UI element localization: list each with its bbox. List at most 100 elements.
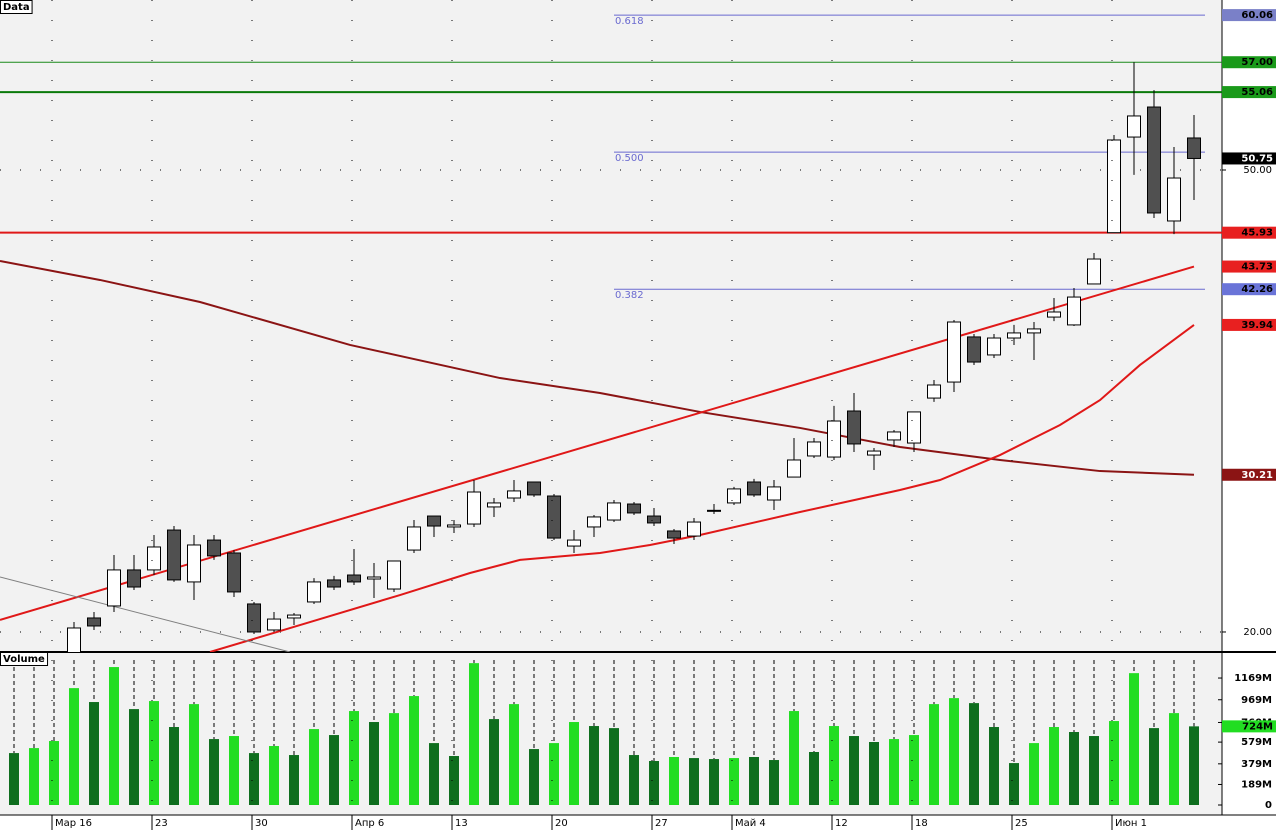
y-tick-label: 50.00 [1243,165,1272,176]
volume-bar [489,719,499,805]
overlay-line [209,324,1195,652]
volume-bar [1069,732,1079,805]
volume-bar [549,743,559,805]
candle-body [847,410,861,445]
price-marker [1222,86,1276,99]
price-marker-label: 57.00 [1241,57,1273,68]
candle-body [487,502,501,508]
volume-bar [429,743,439,805]
price-panel [0,0,1222,652]
volume-bar [1029,743,1039,805]
candle-body [587,516,601,528]
volume-bar [529,749,539,805]
candle-body [1087,258,1101,285]
price-plot: 0.618 0.500 0.382 [0,14,1222,652]
volume-bar [229,736,239,805]
level-label: 0.618 [615,16,644,27]
price-marker-label: 30.21 [1241,470,1273,481]
candle-body [447,524,461,528]
price-marker-label: 43.73 [1241,262,1273,273]
volume-bar [1049,727,1059,805]
candle-body [567,539,581,547]
candle-body [607,502,621,521]
volume-bar [1009,763,1019,805]
volume-bar [209,739,219,805]
price-marker [1222,152,1276,165]
x-tick-label: Апр 6 [355,818,384,829]
candle-body [407,526,421,551]
volume-bar [809,751,819,805]
price-marker [1222,468,1276,481]
volume-bar [9,753,19,805]
price-marker-label: 42.26 [1241,284,1273,295]
price-marker-label: 55.06 [1241,87,1273,98]
price-marker-label: 60.06 [1241,10,1273,21]
candle-body [467,491,481,525]
x-tick-label: Июн 1 [1115,818,1147,829]
candle-body [947,321,961,383]
candle-body [287,614,301,619]
candle-body [427,515,441,527]
candle-body [807,441,821,457]
candle-body [367,576,381,580]
y-tick-label: 189M [1241,779,1272,790]
volume-bar [189,704,199,805]
candle-body [907,411,921,444]
x-tick-label: 12 [835,818,848,829]
candle-body [267,618,281,631]
volume-bar [769,760,779,805]
candle-body [1147,106,1161,214]
volume-bar [909,735,919,805]
volume-bar [289,755,299,805]
volume-bar [1089,736,1099,805]
x-tick-label: 18 [915,818,928,829]
x-tick-label: 25 [1015,818,1028,829]
price-marker-label: 45.93 [1241,228,1273,239]
candle-body [1007,332,1021,339]
candle-body [827,420,841,458]
volume-bar [1149,728,1159,805]
candle-body [967,336,981,363]
y-tick-label: 20.00 [1243,627,1272,638]
candle-body [927,384,941,399]
volume-bar [109,667,119,805]
x-tick-label: 23 [155,818,168,829]
volume-bar [89,702,99,805]
volume-bar [29,748,39,805]
volume-bar [169,727,179,805]
y-tick-label: 1169M [1234,673,1272,684]
candle-body [207,539,221,557]
price-marker [1222,260,1276,273]
panel-title: Data [3,2,30,13]
candle-body [387,560,401,590]
volume-bar [889,739,899,805]
volume-bar [329,735,339,805]
candle-body [667,530,681,539]
x-tick-label: 27 [655,818,668,829]
volume-bar [1169,713,1179,805]
volume-bar [369,722,379,805]
candle-body [867,450,881,456]
volume-bar [1129,673,1139,805]
candle-body [547,495,561,539]
volume-bar [589,726,599,805]
volume-bar [609,728,619,805]
x-tick-label: Май 4 [735,818,766,829]
price-marker-label: 50.75 [1241,153,1273,164]
volume-bar [149,701,159,805]
candle-body [747,481,761,496]
volume-bar [669,756,679,805]
candle-body [187,544,201,583]
volume-bar [569,722,579,805]
level-label: 0.382 [615,290,644,301]
volume-bar [409,696,419,805]
volume-bar [689,758,699,805]
candle-body [707,509,721,512]
level-label: 0.500 [615,153,644,164]
candle-body [147,546,161,571]
candle-body [1067,296,1081,326]
candle-body [687,521,701,537]
candle-body [227,552,241,593]
price-marker [1222,56,1276,69]
price-marker [1222,283,1276,296]
